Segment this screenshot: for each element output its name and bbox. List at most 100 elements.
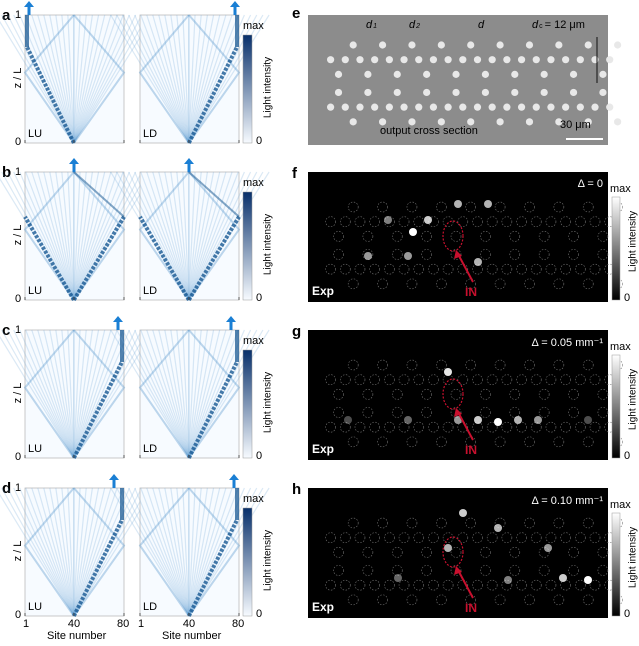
waveguide-outline: [436, 359, 447, 371]
waveguide-outline: [362, 565, 374, 576]
waveguide-outline: [516, 532, 527, 543]
waveguide-dot: [327, 103, 335, 111]
waveguide-outline: [421, 547, 432, 558]
waveguide-dot: [378, 118, 387, 126]
light-spot: [474, 258, 482, 266]
delta-label: Δ = 0.10 mm⁻¹: [531, 495, 603, 507]
waveguide-outline: [553, 436, 565, 448]
waveguide-dot: [606, 56, 614, 64]
waveguide-dot: [569, 70, 578, 78]
waveguide-dot: [356, 103, 364, 111]
waveguide-dot: [327, 56, 335, 64]
waveguide-outline: [325, 421, 336, 433]
y-axis-label: z / L: [12, 224, 24, 246]
waveguide-outline: [436, 517, 447, 529]
waveguide-outline: [589, 579, 601, 591]
waveguide-outline: [494, 436, 506, 448]
lattice-tag-LD: LD: [143, 601, 158, 613]
dc-value: = 12 μm: [544, 19, 585, 31]
waveguide-outline: [428, 579, 439, 591]
intensity-ray: [188, 329, 227, 459]
intensity-ray: [73, 329, 124, 459]
reflected-beam: [138, 329, 190, 459]
waveguide-outline: [501, 216, 513, 227]
intensity-ray: [134, 14, 190, 144]
colorbar-min: 0: [256, 608, 263, 620]
light-spot: [484, 200, 492, 208]
heatmap-b-LU: [0, 171, 155, 302]
heatmap-a-LD: [110, 14, 270, 144]
intensity-ray: [73, 14, 112, 144]
intensity-ray: [73, 171, 118, 301]
waveguide-outline: [428, 263, 439, 275]
waveguide-outline: [501, 421, 513, 433]
intensity-ray: [188, 171, 252, 301]
waveguide-outline: [589, 263, 601, 275]
waveguide-outline: [377, 201, 388, 213]
input-ellipse: [442, 220, 464, 252]
colorbar-min: 0: [624, 450, 631, 462]
reflected-beam: [23, 14, 75, 144]
waveguide-outline: [442, 532, 454, 543]
intensity-ray: [61, 329, 75, 459]
light-spot: [504, 576, 512, 584]
waveguide-outline: [339, 216, 351, 227]
intensity-ray: [134, 487, 190, 617]
light-spot: [459, 509, 467, 517]
waveguide-dot: [496, 41, 504, 49]
waveguide-outline: [545, 374, 557, 385]
intensity-ray: [188, 171, 233, 301]
light-spot: [584, 416, 592, 424]
intensity-ray: [25, 329, 75, 459]
y-axis-label: z / L: [12, 382, 24, 404]
intensity-ray: [140, 14, 190, 144]
waveguide-dot: [349, 118, 357, 126]
intensity-ray: [188, 487, 239, 617]
intensity-ray: [31, 329, 75, 459]
waveguide-outline: [436, 436, 447, 448]
colorbar-fill: [611, 354, 621, 459]
intensity-ray: [73, 14, 100, 144]
intensity-ray: [110, 329, 190, 459]
waveguide-outline: [465, 278, 477, 290]
intensity-ray: [43, 329, 75, 459]
arrow-shape: [112, 316, 123, 330]
colorbar-label: Light intensity: [627, 368, 639, 431]
intensity-ray: [146, 487, 190, 617]
intensity-ray: [182, 329, 190, 459]
image-background: [308, 172, 608, 302]
panel-label-e: e: [292, 5, 301, 22]
waveguide-outline: [530, 216, 542, 227]
intensity-ray: [37, 171, 75, 301]
waveguide-outline: [568, 389, 579, 400]
waveguide-dot: [385, 103, 393, 111]
waveguide-outline: [428, 421, 439, 433]
waveguide-dot: [525, 118, 534, 126]
waveguide-outline: [582, 278, 594, 290]
intensity-ray: [188, 329, 208, 459]
intensity-ray: [134, 171, 190, 301]
waveguide-dot: [378, 41, 387, 49]
waveguide-outline: [333, 547, 344, 558]
waveguide-outline: [398, 216, 410, 227]
waveguide-outline: [384, 263, 395, 275]
waveguide-outline: [568, 231, 579, 242]
waveguide-outline: [377, 278, 388, 290]
y-axis-label: z / L: [12, 67, 24, 89]
waveguide-dot: [459, 56, 467, 64]
panel-label-d: d: [2, 480, 12, 497]
waveguide-outline: [589, 374, 601, 385]
waveguide-dot: [481, 88, 490, 97]
waveguide-outline: [391, 389, 403, 400]
input-arrow-icon: [457, 411, 474, 441]
waveguide-dot: [452, 70, 460, 78]
waveguide-dot: [423, 88, 431, 97]
arrow-shape: [226, 316, 237, 330]
intensity-ray: [67, 487, 75, 617]
waveguide-outline: [575, 263, 586, 275]
waveguide-outline: [486, 216, 498, 227]
waveguide-outline: [560, 579, 571, 591]
waveguide-outline: [568, 249, 579, 260]
waveguide-dot: [429, 103, 438, 111]
waveguide-outline: [575, 532, 586, 543]
